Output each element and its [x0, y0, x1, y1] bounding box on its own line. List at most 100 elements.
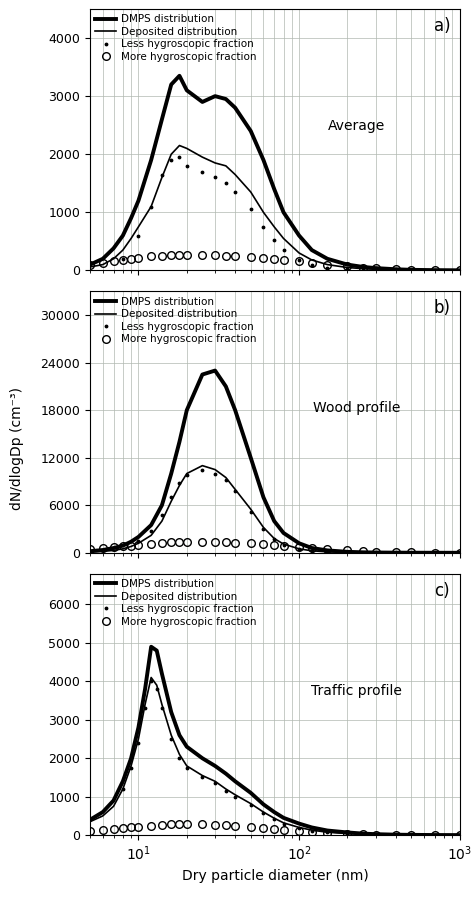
DMPS distribution — [393, 829, 399, 840]
DMPS distribution — [457, 548, 463, 559]
Deposited distribution — [261, 522, 266, 533]
Deposited distribution — [248, 798, 254, 809]
More hygroscopic fraction — [212, 537, 218, 548]
DMPS distribution — [409, 547, 414, 558]
Less hygroscopic fraction — [309, 546, 315, 557]
DMPS distribution — [223, 768, 228, 779]
DMPS distribution — [87, 814, 93, 825]
More hygroscopic fraction — [128, 253, 134, 264]
More hygroscopic fraction — [136, 540, 141, 550]
DMPS distribution — [87, 260, 93, 270]
DMPS distribution — [136, 722, 141, 733]
Deposited distribution — [281, 817, 286, 828]
Deposited distribution — [100, 546, 106, 557]
Less hygroscopic fraction — [120, 253, 126, 264]
More hygroscopic fraction — [184, 250, 190, 260]
DMPS distribution — [360, 261, 366, 272]
DMPS distribution — [432, 548, 438, 559]
DMPS distribution — [200, 97, 205, 108]
More hygroscopic fraction — [248, 251, 254, 262]
Deposited distribution — [360, 547, 366, 558]
More hygroscopic fraction — [325, 260, 330, 270]
Deposited distribution — [432, 548, 438, 559]
More hygroscopic fraction — [148, 251, 154, 262]
More hygroscopic fraction — [296, 541, 302, 552]
Less hygroscopic fraction — [345, 828, 350, 839]
Deposited distribution — [248, 504, 254, 515]
Less hygroscopic fraction — [296, 544, 302, 555]
More hygroscopic fraction — [409, 830, 414, 841]
Deposited distribution — [345, 547, 350, 558]
More hygroscopic fraction — [393, 264, 399, 275]
Deposited distribution — [409, 830, 414, 841]
Deposited distribution — [325, 260, 330, 270]
Less hygroscopic fraction — [232, 187, 238, 198]
Less hygroscopic fraction — [248, 800, 254, 811]
Deposited distribution — [120, 784, 126, 795]
Text: dN/dlogDp (cm⁻³): dN/dlogDp (cm⁻³) — [9, 388, 24, 510]
Deposited distribution — [232, 484, 238, 495]
Text: c): c) — [434, 582, 449, 600]
Less hygroscopic fraction — [177, 478, 182, 489]
DMPS distribution — [409, 830, 414, 841]
Less hygroscopic fraction — [136, 737, 141, 748]
Less hygroscopic fraction — [272, 814, 277, 824]
More hygroscopic fraction — [111, 256, 117, 267]
DMPS distribution — [325, 545, 330, 556]
More hygroscopic fraction — [111, 823, 117, 834]
More hygroscopic fraction — [373, 829, 379, 840]
Deposited distribution — [168, 730, 174, 741]
DMPS distribution — [159, 500, 165, 511]
Less hygroscopic fraction — [309, 260, 315, 270]
More hygroscopic fraction — [168, 537, 174, 548]
Line: Deposited distribution: Deposited distribution — [90, 145, 460, 270]
More hygroscopic fraction — [309, 542, 315, 553]
DMPS distribution — [432, 830, 438, 841]
Deposited distribution — [360, 263, 366, 274]
Deposited distribution — [232, 169, 238, 180]
Less hygroscopic fraction — [261, 524, 266, 534]
More hygroscopic fraction — [409, 547, 414, 558]
Less hygroscopic fraction — [177, 753, 182, 763]
DMPS distribution — [212, 365, 218, 376]
Deposited distribution — [184, 761, 190, 771]
Less hygroscopic fraction — [148, 676, 154, 687]
Deposited distribution — [393, 830, 399, 841]
DMPS distribution — [393, 264, 399, 275]
DMPS distribution — [360, 547, 366, 558]
Less hygroscopic fraction — [345, 264, 350, 275]
DMPS distribution — [100, 253, 106, 264]
Deposited distribution — [148, 672, 154, 682]
Deposited distribution — [281, 233, 286, 244]
Deposited distribution — [111, 801, 117, 812]
DMPS distribution — [457, 830, 463, 841]
Less hygroscopic fraction — [168, 734, 174, 744]
DMPS distribution — [168, 79, 174, 90]
Less hygroscopic fraction — [159, 509, 165, 520]
Deposited distribution — [309, 824, 315, 835]
DMPS distribution — [148, 641, 154, 652]
More hygroscopic fraction — [128, 822, 134, 832]
More hygroscopic fraction — [148, 820, 154, 831]
Deposited distribution — [168, 149, 174, 160]
DMPS distribution — [309, 244, 315, 255]
More hygroscopic fraction — [261, 823, 266, 833]
DMPS distribution — [272, 806, 277, 817]
Less hygroscopic fraction — [184, 161, 190, 172]
Deposited distribution — [432, 265, 438, 276]
Less hygroscopic fraction — [148, 525, 154, 536]
More hygroscopic fraction — [393, 547, 399, 558]
More hygroscopic fraction — [100, 824, 106, 835]
Deposited distribution — [325, 547, 330, 558]
More hygroscopic fraction — [457, 547, 463, 558]
Deposited distribution — [111, 545, 117, 556]
Deposited distribution — [261, 806, 266, 817]
Deposited distribution — [148, 201, 154, 212]
More hygroscopic fraction — [120, 254, 126, 265]
More hygroscopic fraction — [393, 830, 399, 841]
Deposited distribution — [128, 233, 134, 244]
Line: Deposited distribution: Deposited distribution — [90, 466, 460, 553]
More hygroscopic fraction — [309, 827, 315, 838]
Legend: DMPS distribution, Deposited distribution, Less hygroscopic fraction, More hygro: DMPS distribution, Deposited distributio… — [93, 295, 259, 347]
Less hygroscopic fraction — [168, 492, 174, 503]
